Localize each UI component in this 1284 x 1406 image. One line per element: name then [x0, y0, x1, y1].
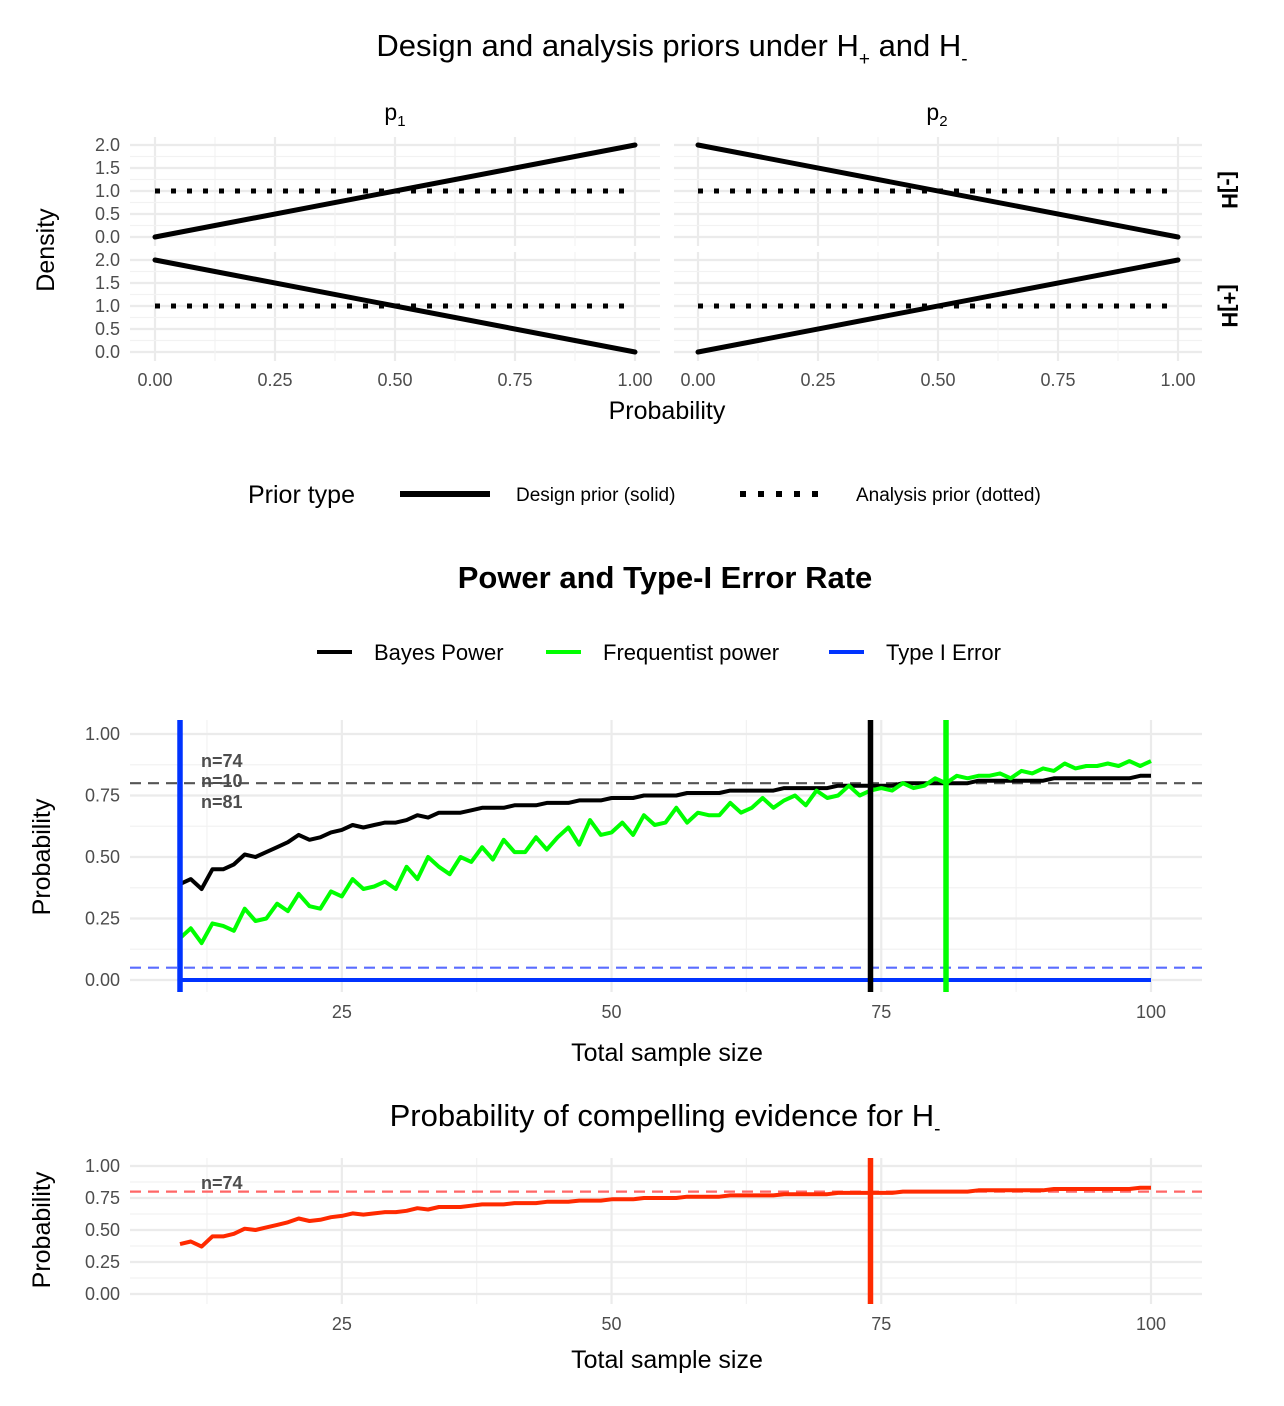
prior-panel-3: 0.00 0.25 0.50 0.75 1.00 — [674, 252, 1202, 390]
series-line-0 — [179, 773, 1151, 891]
x-tick-label: 0.50 — [377, 370, 412, 390]
legend-entry-frequentist-power: Frequentist power — [603, 640, 779, 665]
legend-entry-analysis: Analysis prior (dotted) — [856, 485, 1041, 506]
series-line-1 — [178, 759, 1152, 946]
priors-title-sub1: + — [859, 49, 870, 70]
x-tick-label: 50 — [602, 1002, 622, 1022]
x-tick-label: 25 — [332, 1002, 352, 1022]
priors-title-main: Design and analysis priors under H — [376, 28, 858, 63]
legend-entry-bayes-power: Bayes Power — [374, 640, 504, 665]
y-tick-label: 0.50 — [85, 1220, 120, 1240]
legend-entry-type-i-error: Type I Error — [886, 640, 1001, 665]
design-prior-line — [695, 142, 1181, 240]
prior-panel-0: 0.0 0.5 1.0 1.5 2.0 — [95, 135, 660, 247]
y-tick-label: 0.75 — [85, 786, 120, 806]
annotation-label: n=10 — [201, 771, 243, 791]
x-tick-label: 1.00 — [1160, 370, 1195, 390]
x-tick-label: 0.25 — [257, 370, 292, 390]
facet-label-p1: p1 — [384, 99, 405, 130]
x-tick-label: 100 — [1136, 1314, 1166, 1334]
design-prior-line — [695, 257, 1181, 355]
facet-row-label-hplus: [+]H — [1217, 284, 1242, 327]
evidence-y-axis-label: Probability — [28, 1171, 56, 1288]
y-tick-label: 0.75 — [85, 1188, 120, 1208]
y-tick-label: 0.5 — [95, 204, 120, 224]
x-tick-label: 0.25 — [800, 370, 835, 390]
legend-title: Prior type — [248, 481, 355, 509]
series-line-0 — [179, 1185, 1151, 1249]
annotation-label: n=74 — [201, 751, 243, 771]
design-prior-line — [152, 257, 638, 355]
priors-chart: Design and analysis priors under H+ and … — [32, 28, 1242, 509]
y-tick-label: 2.0 — [95, 250, 120, 270]
evidence-title-main: Probability of compelling evidence for H — [390, 1098, 935, 1133]
y-tick-label: 1.5 — [95, 273, 120, 293]
evidence-title-sub: - — [934, 1119, 940, 1140]
evidence-x-axis-label: Total sample size — [571, 1346, 763, 1374]
prior-panel-2: 0.0 0.5 1.0 1.5 2.0 0.00 0.25 0.50 0.75 1.00 — [95, 250, 660, 390]
annotation-label: n=74 — [201, 1173, 243, 1193]
priors-panels: 0.00.51.01.52.00.00.51.01.52.00.00 0.25 0.… — [95, 135, 1202, 390]
evidence-chart: Probability of compelling evidence for H… — [28, 1098, 1202, 1374]
legend-entry-design: Design prior (solid) — [516, 485, 675, 506]
x-tick-label: 0.00 — [137, 370, 172, 390]
design-prior-line — [152, 142, 638, 240]
y-tick-label: 0.25 — [85, 1252, 120, 1272]
facet-label-p2: p2 — [926, 99, 947, 130]
x-tick-label: 0.75 — [1040, 370, 1075, 390]
power-legend: Bayes Power Frequentist power Type I Err… — [317, 640, 1001, 665]
y-tick-label: 0.0 — [95, 227, 120, 247]
x-tick-label: 25 — [332, 1314, 352, 1334]
y-tick-label: 1.00 — [85, 1156, 120, 1176]
y-tick-label: 0.25 — [85, 909, 120, 929]
y-tick-label: 1.0 — [95, 296, 120, 316]
power-y-axis-label: Probability — [28, 798, 56, 915]
annotation-label: n=81 — [201, 792, 243, 812]
y-tick-label: 0.5 — [95, 319, 120, 339]
priors-x-axis-label: Probability — [609, 397, 726, 425]
x-tick-label: 100 — [1136, 1002, 1166, 1022]
x-tick-label: 75 — [871, 1002, 891, 1022]
y-tick-label: 2.0 — [95, 135, 120, 155]
x-tick-label: 75 — [871, 1314, 891, 1334]
evidence-title: Probability of compelling evidence for H… — [390, 1098, 941, 1140]
priors-title: Design and analysis priors under H+ and … — [376, 28, 967, 70]
x-tick-label: 50 — [602, 1314, 622, 1334]
y-tick-label: 0.0 — [95, 342, 120, 362]
y-tick-label: 0.00 — [85, 1284, 120, 1304]
evidence-panel: n=74 0.00 0.25 0.50 0.75 1.00 25 50 75 100 — [85, 1156, 1202, 1334]
x-tick-label: 0.50 — [920, 370, 955, 390]
y-tick-label: 1.5 — [95, 158, 120, 178]
facet-row-label-hminus: [-]H — [1217, 171, 1242, 209]
y-tick-label: 1.0 — [95, 181, 120, 201]
prior-panel-1 — [674, 137, 1202, 246]
power-title: Power and Type-I Error Rate — [458, 560, 873, 595]
power-x-axis-label: Total sample size — [571, 1039, 763, 1067]
y-tick-label: 0.50 — [85, 847, 120, 867]
priors-title-sub2: - — [961, 49, 967, 70]
y-tick-label: 0.00 — [85, 970, 120, 990]
x-tick-label: 0.75 — [497, 370, 532, 390]
x-tick-label: 1.00 — [617, 370, 652, 390]
power-chart: Power and Type-I Error Rate Bayes Power … — [28, 560, 1202, 1067]
priors-y-axis-label: Density — [32, 208, 60, 292]
power-panel: n=74n=10n=81 0.00 0.25 0.50 0.75 1.00 25 50 75 10… — [85, 720, 1202, 1022]
priors-legend: Prior type Design prior (solid) Analysis… — [248, 481, 1041, 509]
priors-title-mid: and H — [870, 28, 961, 63]
x-tick-label: 0.00 — [680, 370, 715, 390]
y-tick-label: 1.00 — [85, 724, 120, 744]
